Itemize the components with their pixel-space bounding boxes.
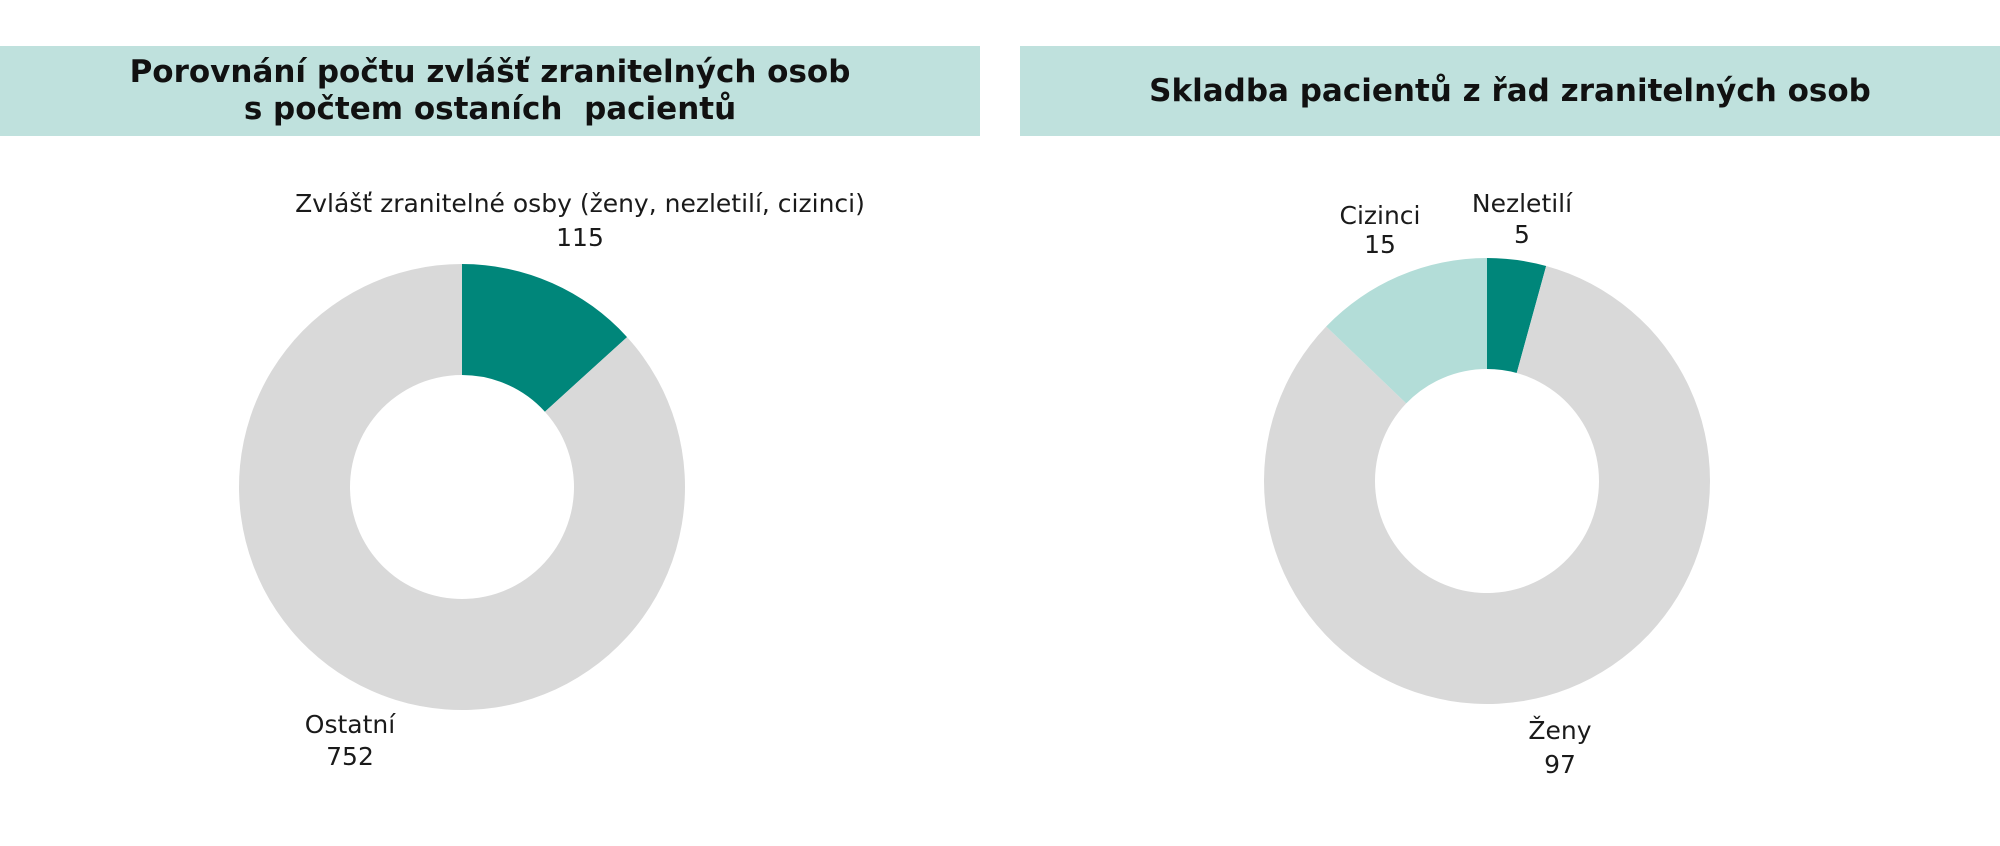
slice-value: 115: [556, 223, 604, 252]
chart-title-banner-left: Porovnání počtu zvlášť zranitelných osob…: [0, 46, 980, 136]
slice-label: Cizinci: [1339, 201, 1420, 230]
donut-slice-ženy: [1264, 265, 1710, 705]
donut-slice-zvlášť: [462, 264, 628, 412]
slice-value: 752: [326, 742, 374, 771]
slice-label: Ženy: [1528, 716, 1591, 745]
slice-label: Nezletilí: [1472, 189, 1573, 218]
chart-panel-right: Skladba pacientů z řad zranitelných osob…: [1020, 0, 2000, 846]
chart-panel-left: Porovnání počtu zvlášť zranitelných osob…: [0, 0, 980, 846]
chart-title-banner-right: Skladba pacientů z řad zranitelných osob: [1020, 46, 2000, 136]
slice-label: Ostatní: [305, 710, 396, 739]
chart-title-left-line1: Porovnání počtu zvlášť zranitelných osob: [129, 54, 851, 90]
donut-slice-cizinci: [1326, 258, 1487, 404]
slice-value: 15: [1364, 230, 1396, 259]
donut-slice-nezletilí: [1487, 258, 1547, 374]
chart-title-left-line2: s počtem ostaních pacientů: [243, 91, 737, 127]
donut-chart-left: Zvlášť zranitelné osby (ženy, nezletilí,…: [239, 189, 865, 771]
donut-slice-ostatní: [239, 264, 686, 710]
slice-label: Zvlášť zranitelné osby (ženy, nezletilí,…: [295, 189, 865, 218]
slice-value: 97: [1544, 750, 1576, 779]
slice-value: 5: [1514, 220, 1530, 249]
chart-title-right: Skladba pacientů z řad zranitelných osob: [1149, 72, 1871, 109]
